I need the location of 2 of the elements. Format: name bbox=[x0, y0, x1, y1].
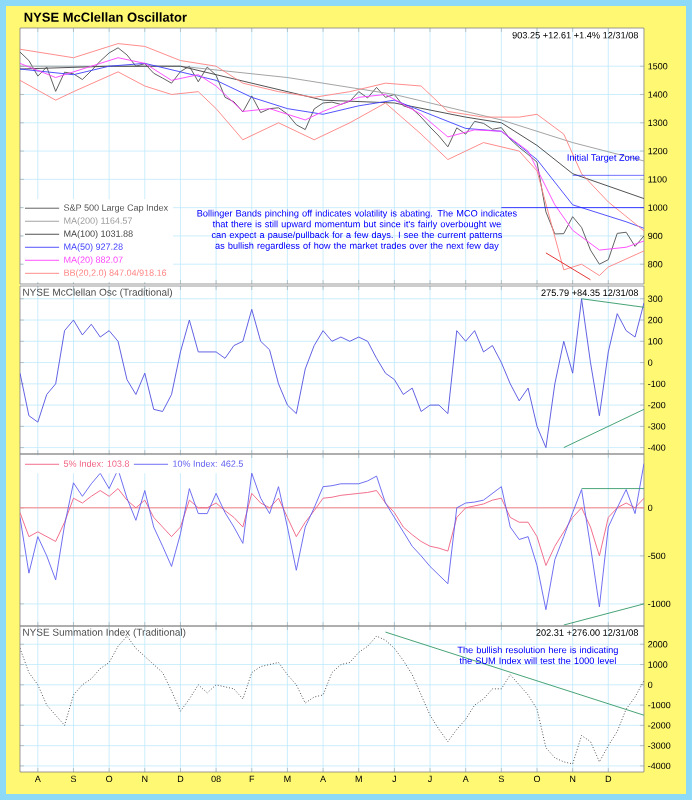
line-series bbox=[20, 71, 644, 276]
line-series bbox=[20, 65, 644, 200]
